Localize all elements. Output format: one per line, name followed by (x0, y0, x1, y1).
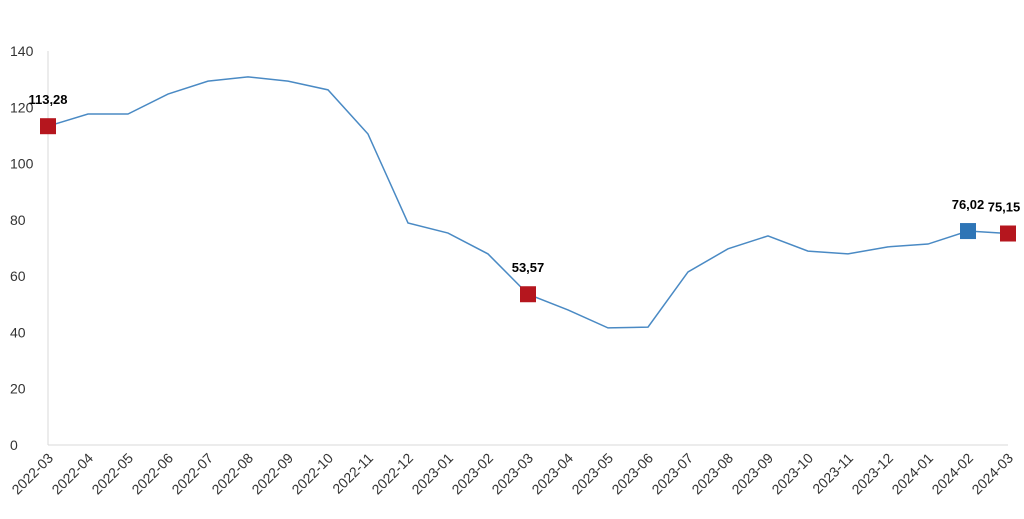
x-tick-label: 2023-04 (528, 450, 576, 498)
y-tick-label: 20 (10, 381, 26, 397)
x-tick-label: 2023-12 (848, 450, 896, 498)
x-tick-label: 2022-07 (168, 450, 216, 498)
x-tick-label: 2024-02 (928, 450, 976, 498)
y-tick-label: 60 (10, 268, 26, 284)
x-tick-label: 2023-05 (568, 450, 616, 498)
x-tick-label: 2023-09 (728, 450, 776, 498)
x-tick-label: 2023-07 (648, 450, 696, 498)
x-tick-label: 2022-09 (248, 450, 296, 498)
value-label: 113,28 (28, 92, 67, 107)
x-tick-label: 2023-01 (408, 450, 456, 498)
x-tick-label: 2022-08 (208, 450, 256, 498)
y-tick-label: 120 (10, 99, 34, 115)
x-tick-label: 2023-02 (448, 450, 496, 498)
y-tick-label: 140 (10, 43, 34, 59)
x-tick-label: 2023-08 (688, 450, 736, 498)
x-tick-label: 2023-03 (488, 450, 536, 498)
x-tick-label: 2022-03 (8, 450, 56, 498)
marker (960, 223, 976, 240)
x-tick-label: 2023-06 (608, 450, 656, 498)
value-label: 75,15 (988, 200, 1021, 215)
x-tick-label: 2023-10 (768, 450, 816, 498)
x-tick-label: 2022-04 (48, 450, 96, 498)
marker (1000, 225, 1016, 242)
y-tick-label: 0 (10, 437, 18, 453)
marker (520, 286, 536, 303)
y-tick-label: 40 (10, 324, 26, 340)
x-tick-label: 2024-01 (888, 450, 936, 498)
value-label: 53,57 (512, 260, 545, 275)
value-label: 76,02 (952, 197, 985, 212)
x-tick-label: 2022-10 (288, 450, 336, 498)
marker (40, 118, 56, 135)
y-tick-label: 100 (10, 156, 34, 172)
x-tick-label: 2024-03 (968, 450, 1016, 498)
x-tick-label: 2022-11 (329, 450, 376, 497)
x-tick-label: 2023-11 (809, 450, 856, 497)
x-tick-label: 2022-06 (128, 450, 176, 498)
x-tick-label: 2022-12 (368, 450, 416, 498)
x-tick-label: 2022-05 (88, 450, 136, 498)
y-tick-label: 80 (10, 212, 26, 228)
